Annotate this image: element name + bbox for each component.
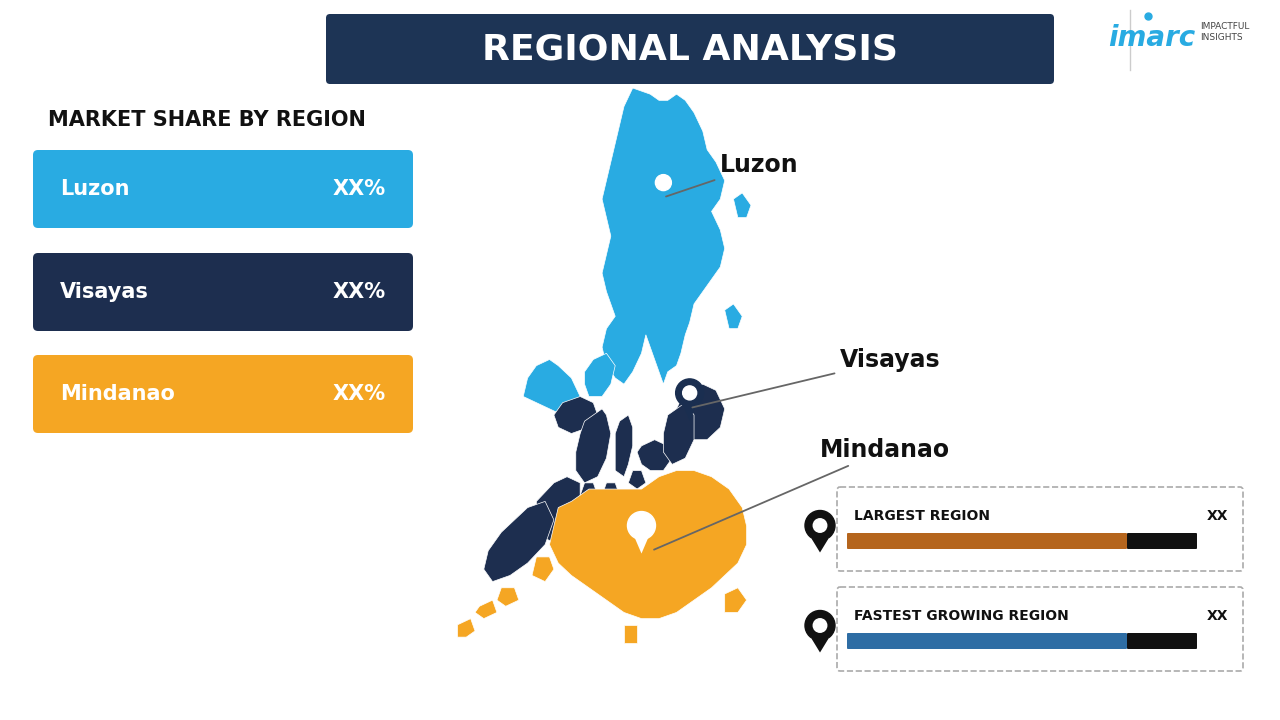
- Text: Mindanao: Mindanao: [654, 438, 950, 549]
- FancyBboxPatch shape: [33, 355, 413, 433]
- Polygon shape: [654, 192, 673, 215]
- Polygon shape: [536, 477, 580, 544]
- Text: Luzon: Luzon: [666, 153, 799, 197]
- Text: MARKET SHARE BY REGION: MARKET SHARE BY REGION: [49, 110, 366, 130]
- Polygon shape: [602, 483, 620, 501]
- Polygon shape: [524, 359, 585, 421]
- Circle shape: [805, 510, 835, 541]
- Polygon shape: [576, 409, 611, 483]
- FancyBboxPatch shape: [33, 150, 413, 228]
- FancyBboxPatch shape: [837, 487, 1243, 571]
- Polygon shape: [616, 415, 632, 477]
- Polygon shape: [554, 397, 598, 433]
- Polygon shape: [724, 304, 742, 328]
- Circle shape: [682, 386, 696, 400]
- Polygon shape: [724, 588, 746, 613]
- Text: imarc: imarc: [1107, 24, 1196, 52]
- Circle shape: [813, 518, 827, 532]
- Polygon shape: [812, 639, 828, 652]
- Text: XX%: XX%: [333, 384, 387, 404]
- Text: REGIONAL ANALYSIS: REGIONAL ANALYSIS: [483, 32, 899, 66]
- Polygon shape: [580, 483, 598, 501]
- Polygon shape: [623, 625, 637, 643]
- Circle shape: [635, 518, 649, 533]
- Polygon shape: [457, 618, 475, 637]
- Text: XX: XX: [1207, 609, 1228, 623]
- FancyBboxPatch shape: [847, 533, 1126, 549]
- Text: XX%: XX%: [333, 282, 387, 302]
- FancyBboxPatch shape: [33, 253, 413, 331]
- Polygon shape: [812, 539, 828, 552]
- Polygon shape: [637, 440, 672, 471]
- Polygon shape: [497, 588, 518, 606]
- Text: IMPACTFUL
INSIGHTS: IMPACTFUL INSIGHTS: [1201, 22, 1249, 42]
- Text: LARGEST REGION: LARGEST REGION: [854, 509, 989, 523]
- Polygon shape: [681, 401, 698, 421]
- FancyBboxPatch shape: [837, 587, 1243, 671]
- Text: XX: XX: [1207, 509, 1228, 523]
- Circle shape: [627, 511, 655, 539]
- FancyBboxPatch shape: [326, 14, 1053, 84]
- Circle shape: [676, 379, 704, 407]
- Polygon shape: [602, 88, 724, 384]
- Text: XX%: XX%: [333, 179, 387, 199]
- Text: Mindanao: Mindanao: [60, 384, 175, 404]
- Polygon shape: [484, 501, 554, 582]
- Circle shape: [655, 175, 672, 191]
- Polygon shape: [628, 471, 646, 489]
- Polygon shape: [634, 534, 650, 554]
- Text: Luzon: Luzon: [60, 179, 129, 199]
- Polygon shape: [532, 557, 554, 582]
- FancyBboxPatch shape: [1126, 533, 1197, 549]
- Circle shape: [813, 618, 827, 632]
- Polygon shape: [677, 384, 724, 440]
- FancyBboxPatch shape: [847, 633, 1126, 649]
- FancyBboxPatch shape: [1126, 633, 1197, 649]
- Polygon shape: [475, 600, 497, 618]
- Circle shape: [648, 166, 680, 199]
- Text: FASTEST GROWING REGION: FASTEST GROWING REGION: [854, 609, 1069, 623]
- Polygon shape: [549, 471, 746, 618]
- Polygon shape: [585, 354, 616, 397]
- Text: Visayas: Visayas: [692, 348, 941, 408]
- Circle shape: [805, 611, 835, 641]
- Text: Visayas: Visayas: [60, 282, 148, 302]
- Polygon shape: [733, 193, 751, 217]
- Polygon shape: [663, 402, 694, 464]
